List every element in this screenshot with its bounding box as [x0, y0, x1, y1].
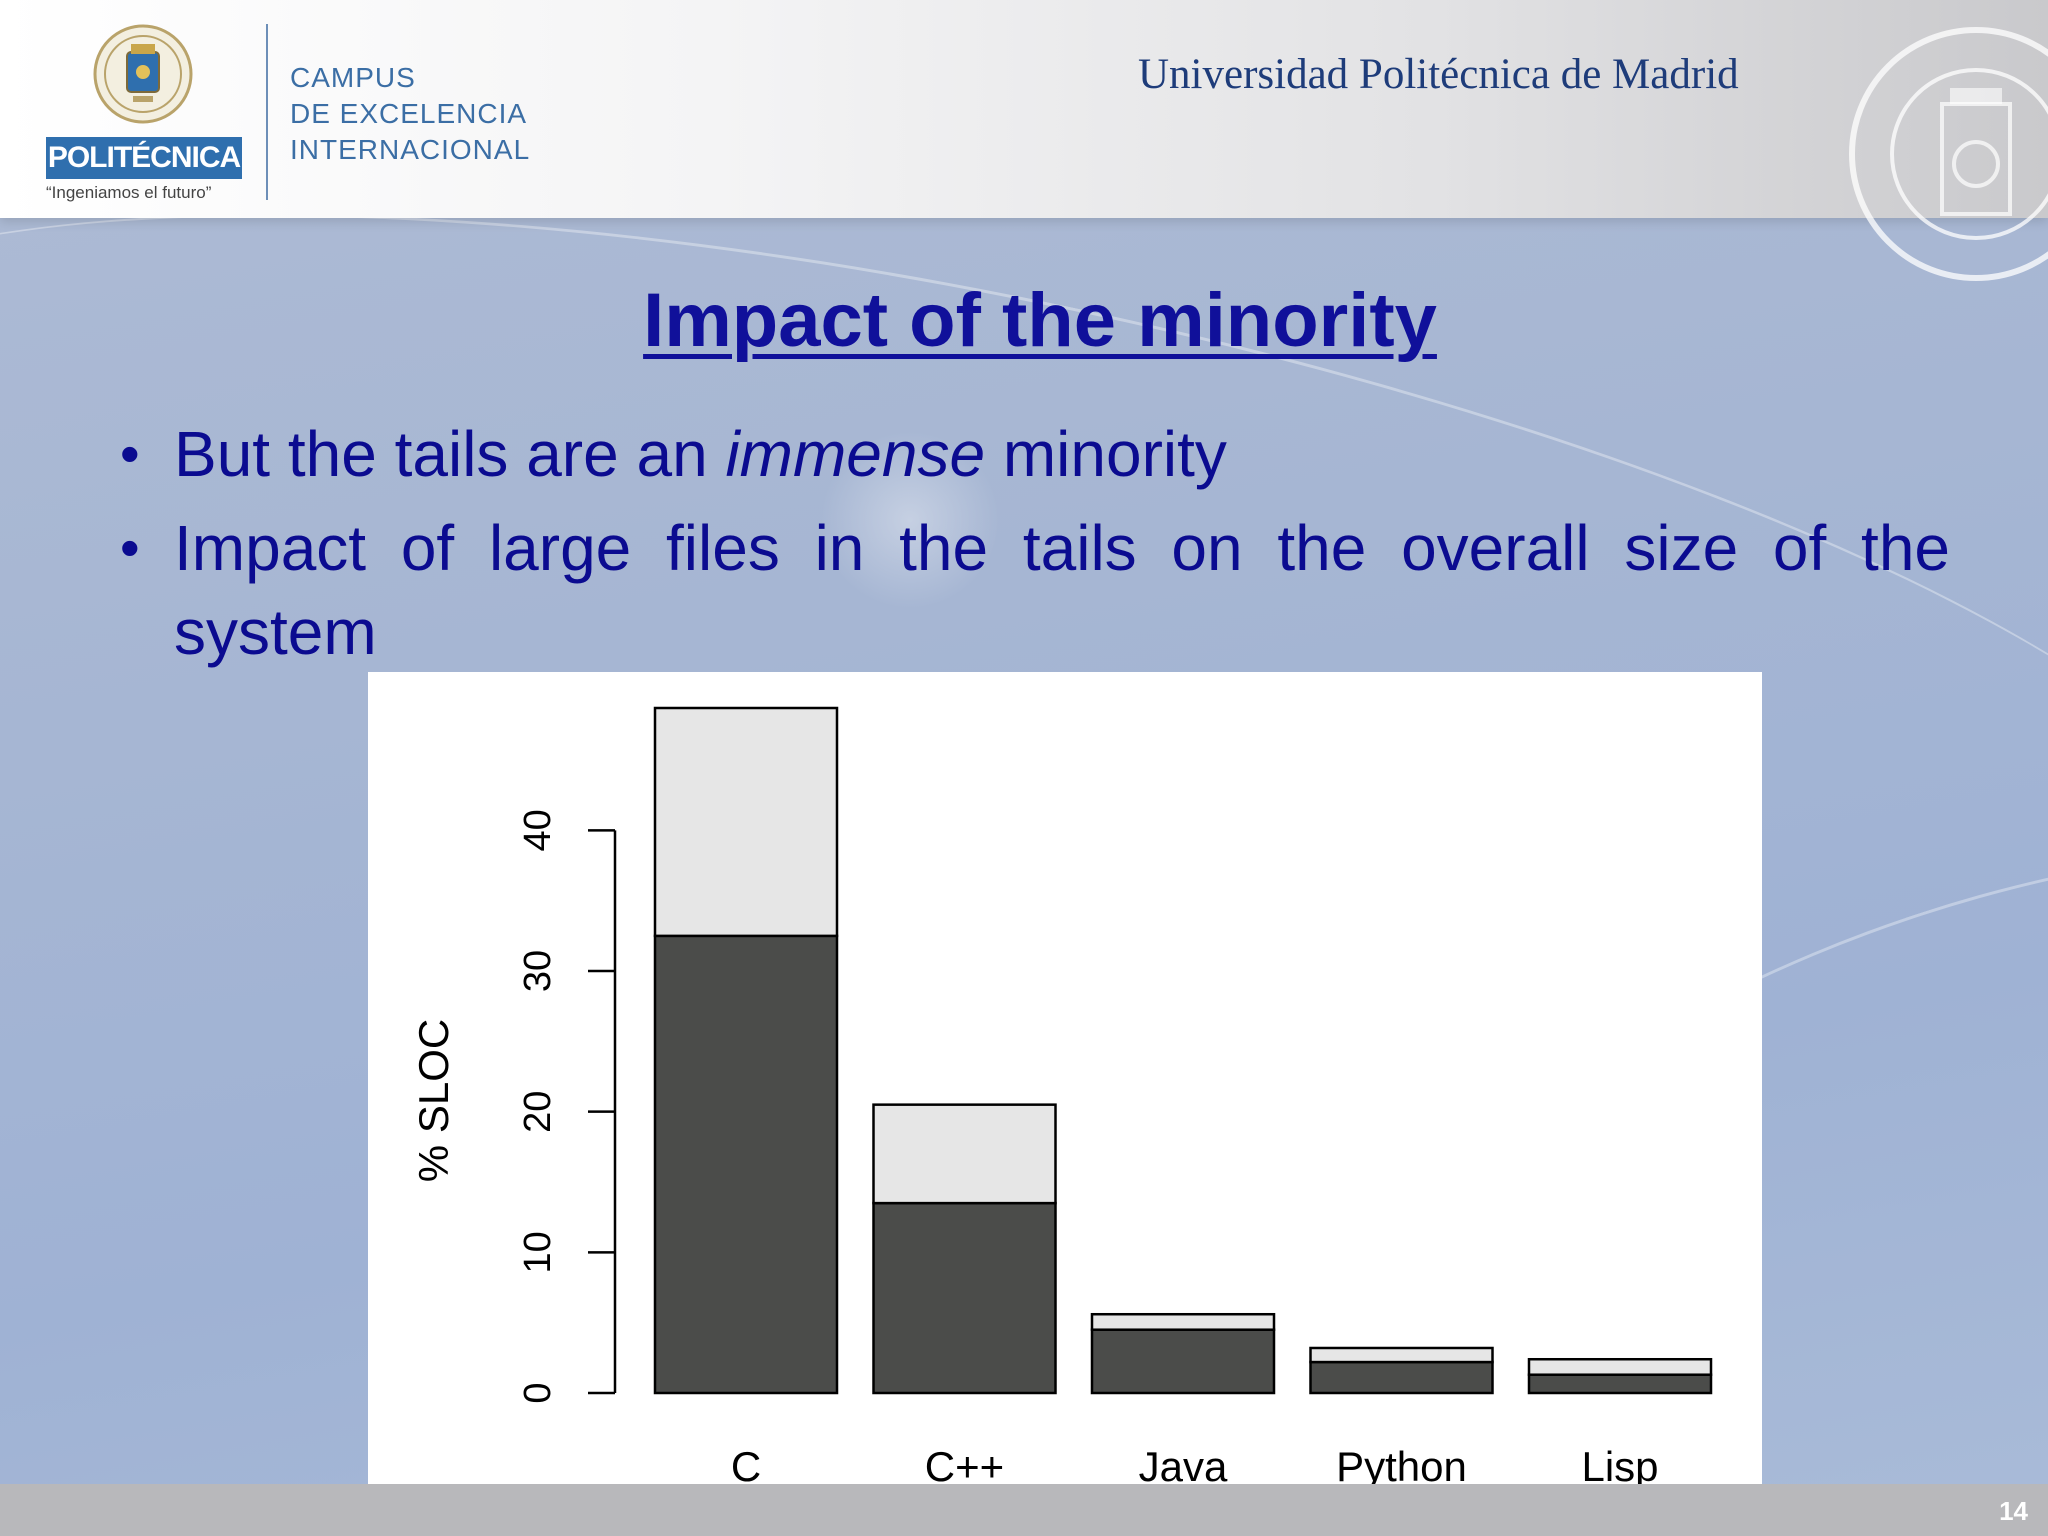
footer-bar [0, 1484, 2048, 1536]
bullet-word: tails [1022, 512, 1137, 584]
university-seal-icon [1849, 27, 2048, 281]
bullet-word: large [488, 512, 632, 584]
campus-line: INTERNACIONAL [290, 134, 531, 165]
politecnica-badge: POLITÉCNICA [46, 137, 242, 179]
x-tick-label: Java [1139, 1443, 1228, 1490]
bullet-dot-icon: • [120, 516, 140, 579]
bar-cpp-segment-1 [872, 1201, 1057, 1395]
y-tick-label: 30 [517, 950, 559, 992]
bar-python-segment-2 [1309, 1346, 1494, 1364]
chart-panel: 0 10 20 30 40 % SLOC C C++ Java Python Lisp [368, 672, 1762, 1514]
x-tick-label: C [731, 1443, 761, 1490]
bar-lisp-segment-1 [1527, 1373, 1713, 1395]
bar-java-segment-2 [1090, 1312, 1276, 1331]
y-tick-label: 10 [517, 1231, 559, 1273]
page-number: 14 [1999, 1496, 2028, 1526]
bullet-word: overall [1401, 512, 1590, 584]
bullet-word: Impact [174, 512, 367, 584]
bullet-word: of [1772, 512, 1827, 584]
bar-python-segment-1 [1309, 1360, 1494, 1395]
bar-c-segment-1 [653, 934, 839, 1395]
x-tick-label: C++ [925, 1443, 1004, 1490]
header-divider [266, 24, 268, 200]
bullet-dot-icon: • [120, 422, 140, 485]
campus-line: CAMPUS [290, 62, 416, 93]
bar-lisp-segment-2 [1527, 1357, 1713, 1376]
bar-c-segment-2 [653, 706, 839, 938]
bullet-item: • But the tails are an immense minority [120, 412, 1950, 502]
bullet-word: the [1861, 512, 1950, 584]
bar-cpp-segment-2 [872, 1103, 1057, 1205]
background-glow [820, 430, 1000, 610]
campus-excelencia-text: CAMPUS DE EXCELENCIA INTERNACIONAL [290, 60, 530, 168]
bullet-word: of [400, 512, 455, 584]
y-tick-label: 40 [517, 809, 559, 851]
bullet-line: Impact of large files in the tails on the overall… [174, 506, 1950, 590]
stacked-bar-chart: 0 10 20 30 40 % SLOC C C++ Java Python Lisp [410, 706, 1713, 1490]
bullet-word: on [1171, 512, 1243, 584]
bar-java-segment-1 [1090, 1328, 1276, 1395]
bullet-text: Impact of large files in the tails on the overall… [174, 506, 1950, 674]
bullet-word: size [1624, 512, 1739, 584]
campus-line: DE EXCELENCIA [290, 98, 528, 129]
bullet-word: the [1277, 512, 1367, 584]
y-axis-label: % SLOC [410, 1019, 457, 1182]
y-tick-label: 20 [517, 1091, 559, 1133]
bullet-word: the [899, 512, 989, 584]
bullet-line: system [174, 596, 377, 668]
slide-title: Impact of the minority [643, 278, 1437, 363]
x-tick-label: Lisp [1581, 1443, 1658, 1490]
upm-emblem-icon [93, 24, 193, 124]
bullet-emphasis: immense [725, 418, 986, 490]
university-name: Universidad Politécnica de Madrid [1138, 51, 1739, 98]
bullet-item: • Impact of large files in the tails on the overa… [120, 506, 1950, 676]
bullet-word: in [814, 512, 865, 584]
x-tick-label: Python [1336, 1443, 1467, 1490]
bullet-text: But the tails are an immense minority [174, 418, 1227, 490]
bullet-word: files [666, 512, 780, 584]
y-tick-label: 0 [517, 1382, 559, 1403]
slide-header: POLITÉCNICA “Ingeniamos el futuro” CAMPU… [0, 0, 2048, 281]
politecnica-tagline: “Ingeniamos el futuro” [46, 183, 212, 202]
